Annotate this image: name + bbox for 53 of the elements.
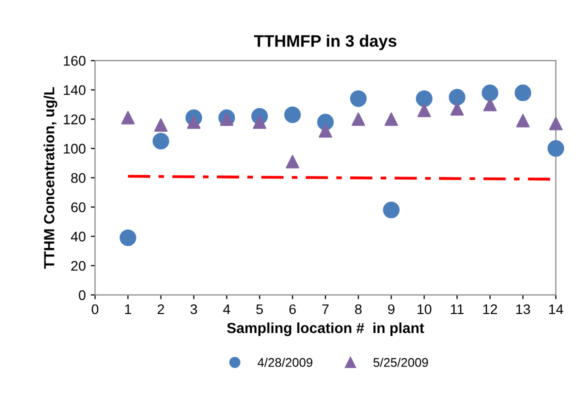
x-tick-label: 0	[92, 304, 98, 314]
point	[548, 140, 564, 157]
point	[516, 114, 530, 128]
point	[514, 84, 532, 102]
point	[483, 98, 497, 112]
x-tick-label: 9	[388, 304, 394, 314]
y-tick-label: 140	[64, 85, 86, 96]
x-tick-label: 12	[483, 304, 498, 314]
x-tick-label: 10	[418, 304, 432, 314]
x-tick-label: 1	[125, 304, 132, 314]
x-tick-label: 11	[450, 304, 464, 314]
point	[384, 112, 398, 126]
point	[318, 124, 332, 138]
point	[187, 115, 200, 129]
x-tick-label: 8	[355, 304, 362, 314]
x-tick-label: 14	[549, 304, 564, 314]
point	[482, 84, 498, 102]
chart-title: TTHMFP in 3 days	[254, 34, 396, 50]
legend-label: 4/28/2009	[258, 358, 312, 367]
point	[152, 132, 170, 150]
point	[549, 116, 563, 130]
point	[350, 90, 367, 107]
x-tick-label: 5	[256, 304, 263, 314]
x-axis-title: Sampling location # in plant	[227, 322, 424, 336]
y-tick-label: 0	[78, 290, 86, 300]
y-tick-label: 60	[71, 202, 86, 212]
y-tick-label: 160	[64, 56, 86, 66]
x-tick-label: 7	[322, 304, 329, 314]
point	[284, 106, 301, 124]
point	[417, 104, 431, 118]
y-tick-label: 80	[71, 173, 86, 183]
y-tick-label: 20	[71, 260, 86, 271]
point	[120, 230, 136, 246]
point	[286, 154, 300, 168]
legend-label: 5/25/2009	[373, 358, 428, 367]
point	[448, 88, 466, 106]
point	[252, 115, 266, 129]
y-tick-label: 40	[70, 232, 86, 242]
y-tick-label: 100	[64, 144, 86, 154]
x-tick-label: 6	[289, 304, 296, 314]
point	[352, 112, 366, 126]
point	[154, 118, 168, 132]
point	[416, 90, 432, 107]
y-axis-title: TTHM Concentration, ug/L	[44, 87, 58, 269]
point	[382, 202, 400, 218]
point	[121, 111, 135, 124]
x-tick-label: 3	[190, 304, 198, 314]
y-tick-label: 120	[64, 114, 86, 124]
x-tick-label: 2	[158, 304, 164, 314]
point	[450, 102, 464, 116]
x-tick-label: 13	[516, 304, 530, 314]
point	[220, 112, 234, 126]
x-tick-label: 4	[223, 304, 230, 314]
